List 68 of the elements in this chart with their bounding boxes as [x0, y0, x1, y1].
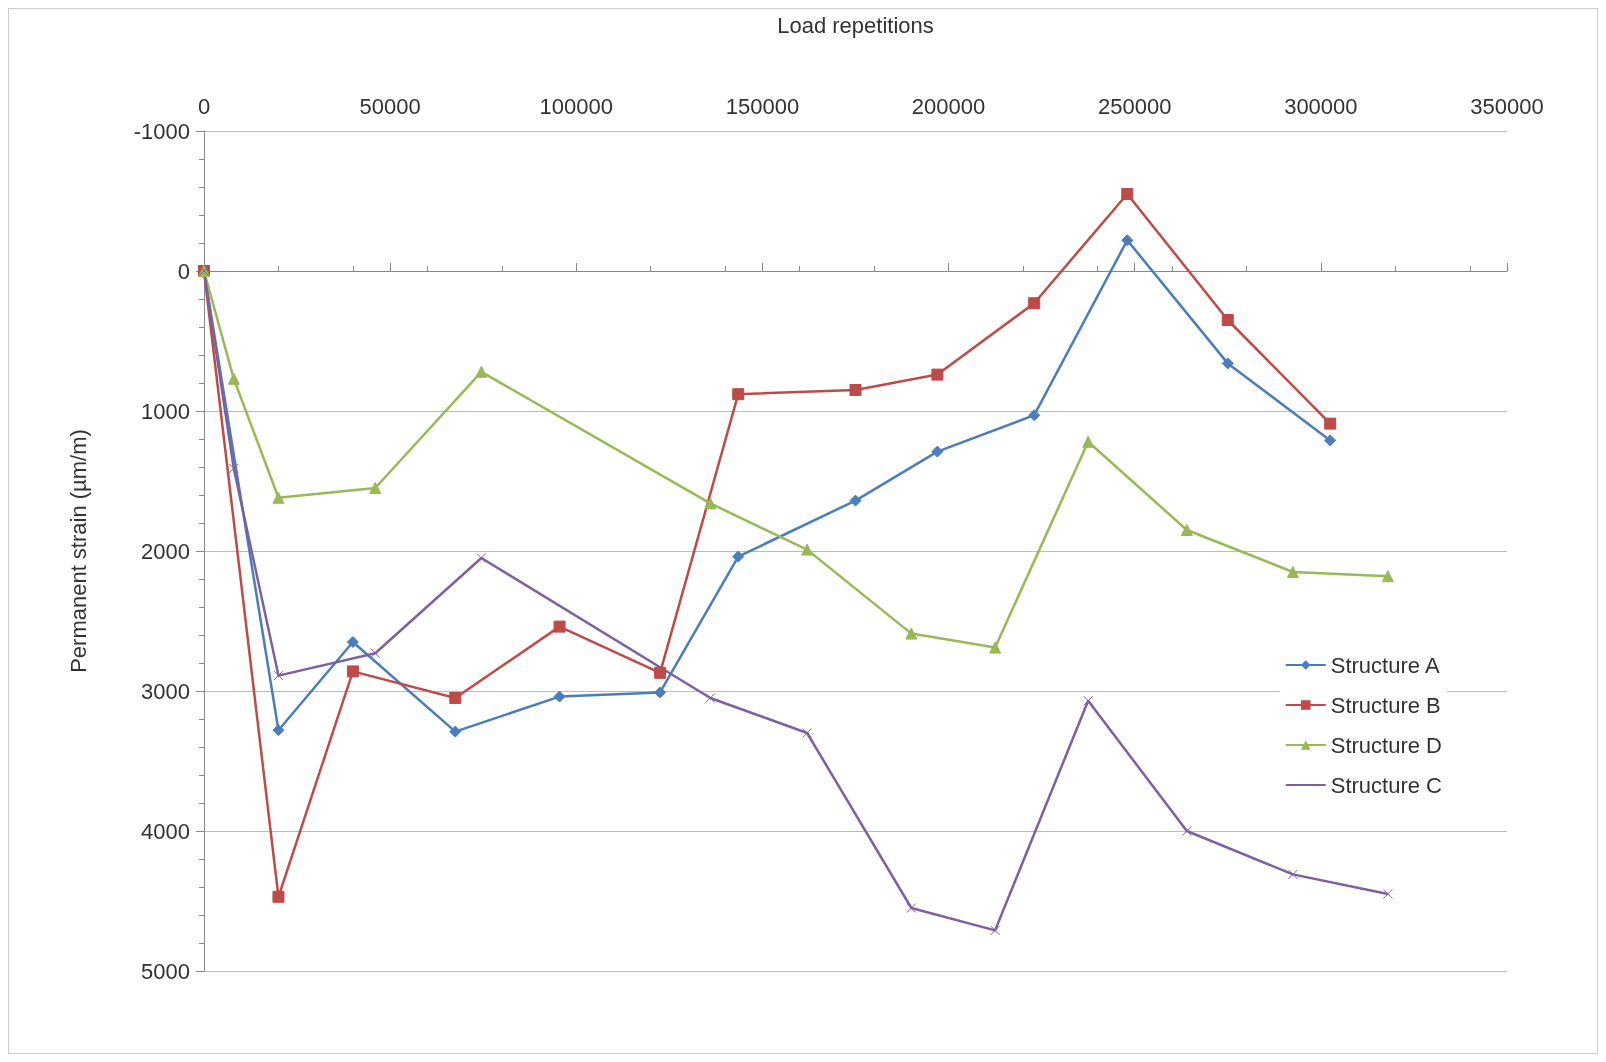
point [849, 494, 862, 507]
point [272, 890, 285, 903]
point [732, 388, 745, 401]
point [1324, 417, 1337, 430]
point [705, 693, 716, 703]
x-tick-label: 200000 [911, 93, 986, 119]
point [475, 365, 488, 378]
y-tick-label: 2000 [141, 538, 190, 564]
point [1382, 889, 1393, 899]
legend-label: Structure B [1330, 692, 1441, 718]
x-tick-label: 50000 [359, 93, 421, 119]
x-tick-label: 350000 [1470, 93, 1544, 119]
point [654, 666, 667, 679]
y-axis-title: Permanent strain (µm/m) [65, 429, 91, 673]
point [273, 670, 284, 681]
x-tick-label: 100000 [539, 93, 613, 119]
point [1181, 826, 1192, 836]
x-tick-label: 250000 [1098, 93, 1172, 119]
point [370, 648, 381, 659]
point [1286, 566, 1299, 578]
point [1221, 314, 1234, 326]
point [849, 384, 862, 396]
point [801, 543, 814, 556]
point [1180, 524, 1193, 536]
y-tick-label: 0 [177, 258, 190, 284]
point [1121, 188, 1134, 200]
point [1381, 570, 1394, 583]
y-tick-label: 5000 [141, 958, 190, 984]
point [1028, 409, 1041, 422]
y-tick-label: 3000 [141, 678, 190, 704]
legend-label: Structure A [1330, 652, 1440, 678]
point [654, 686, 667, 699]
point [553, 620, 566, 633]
point [369, 482, 382, 494]
point [272, 491, 285, 504]
point [1083, 695, 1094, 706]
point [1121, 234, 1134, 247]
x-tick-label: 300000 [1284, 93, 1358, 119]
point [449, 692, 462, 704]
legend-label: Structure D [1330, 732, 1443, 758]
point [346, 665, 359, 678]
point [732, 550, 745, 563]
y-tick-label: 4000 [141, 818, 190, 844]
point [1028, 297, 1041, 310]
x-tick-label: 150000 [725, 93, 800, 119]
point [1221, 357, 1234, 370]
y-tick-label: -1000 [133, 118, 190, 144]
point [990, 925, 1001, 936]
point [704, 497, 717, 510]
point [553, 690, 566, 703]
point [989, 641, 1002, 654]
point [449, 725, 462, 738]
y-tick-label: 1000 [141, 398, 190, 424]
point [272, 724, 285, 737]
point [227, 372, 240, 385]
point [346, 636, 359, 648]
x-axis-title: Load repetitions [777, 12, 934, 38]
point [228, 463, 239, 474]
point [905, 627, 918, 640]
point [931, 368, 944, 381]
point [906, 903, 917, 913]
point [1324, 434, 1337, 447]
point [931, 445, 944, 458]
point [476, 553, 487, 563]
point [802, 728, 813, 738]
x-tick-label: 0 [197, 93, 211, 119]
legend-label: Structure C [1330, 772, 1443, 798]
point [1287, 869, 1298, 880]
